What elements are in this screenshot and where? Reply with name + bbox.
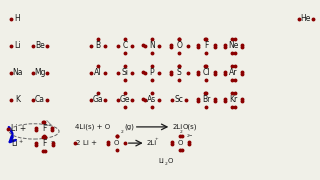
Text: N: N	[149, 41, 155, 50]
Text: +: +	[18, 139, 22, 144]
Text: 2Li: 2Li	[172, 124, 182, 130]
Text: Ar: Ar	[229, 68, 238, 77]
Text: O(s): O(s)	[183, 124, 197, 130]
Text: Al: Al	[94, 68, 101, 77]
Text: Ge: Ge	[120, 95, 130, 104]
Text: 2Li: 2Li	[147, 140, 157, 146]
Text: H: H	[15, 14, 20, 23]
Text: Si: Si	[121, 68, 128, 77]
Text: Sc: Sc	[175, 95, 184, 104]
Text: F: F	[42, 140, 46, 148]
Text: 2: 2	[75, 140, 80, 146]
Text: Mg: Mg	[34, 68, 46, 77]
Text: (g): (g)	[124, 124, 134, 130]
Text: 2: 2	[180, 130, 183, 134]
Text: Li: Li	[14, 41, 21, 50]
Text: F: F	[42, 124, 46, 133]
Text: 2−: 2−	[186, 134, 193, 138]
Text: Ga: Ga	[92, 95, 103, 104]
Text: S: S	[177, 68, 181, 77]
Text: Li +: Li +	[11, 124, 27, 133]
Text: As: As	[148, 95, 156, 104]
Text: 2: 2	[165, 162, 168, 166]
Text: Na: Na	[12, 68, 23, 77]
Text: Ne: Ne	[228, 41, 239, 50]
Text: Li +: Li +	[83, 140, 97, 146]
Text: Li: Li	[11, 140, 18, 148]
Text: O: O	[114, 140, 119, 146]
Text: Kr: Kr	[229, 95, 238, 104]
Text: Br: Br	[202, 95, 211, 104]
Text: O: O	[178, 140, 183, 146]
Text: B: B	[95, 41, 100, 50]
Text: Be: Be	[35, 41, 45, 50]
Text: Li: Li	[158, 158, 164, 164]
Text: O: O	[176, 41, 182, 50]
Text: P: P	[150, 68, 154, 77]
Text: 2: 2	[121, 130, 124, 134]
Text: O: O	[167, 158, 173, 164]
Text: 4Li(s) + O: 4Li(s) + O	[75, 124, 110, 130]
Text: He: He	[300, 14, 311, 23]
Text: +: +	[155, 137, 158, 141]
Text: K: K	[15, 95, 20, 104]
Text: C: C	[122, 41, 127, 50]
Text: F: F	[204, 41, 209, 50]
Text: −: −	[50, 139, 54, 144]
Text: Cl: Cl	[203, 68, 210, 77]
Text: Ca: Ca	[35, 95, 45, 104]
